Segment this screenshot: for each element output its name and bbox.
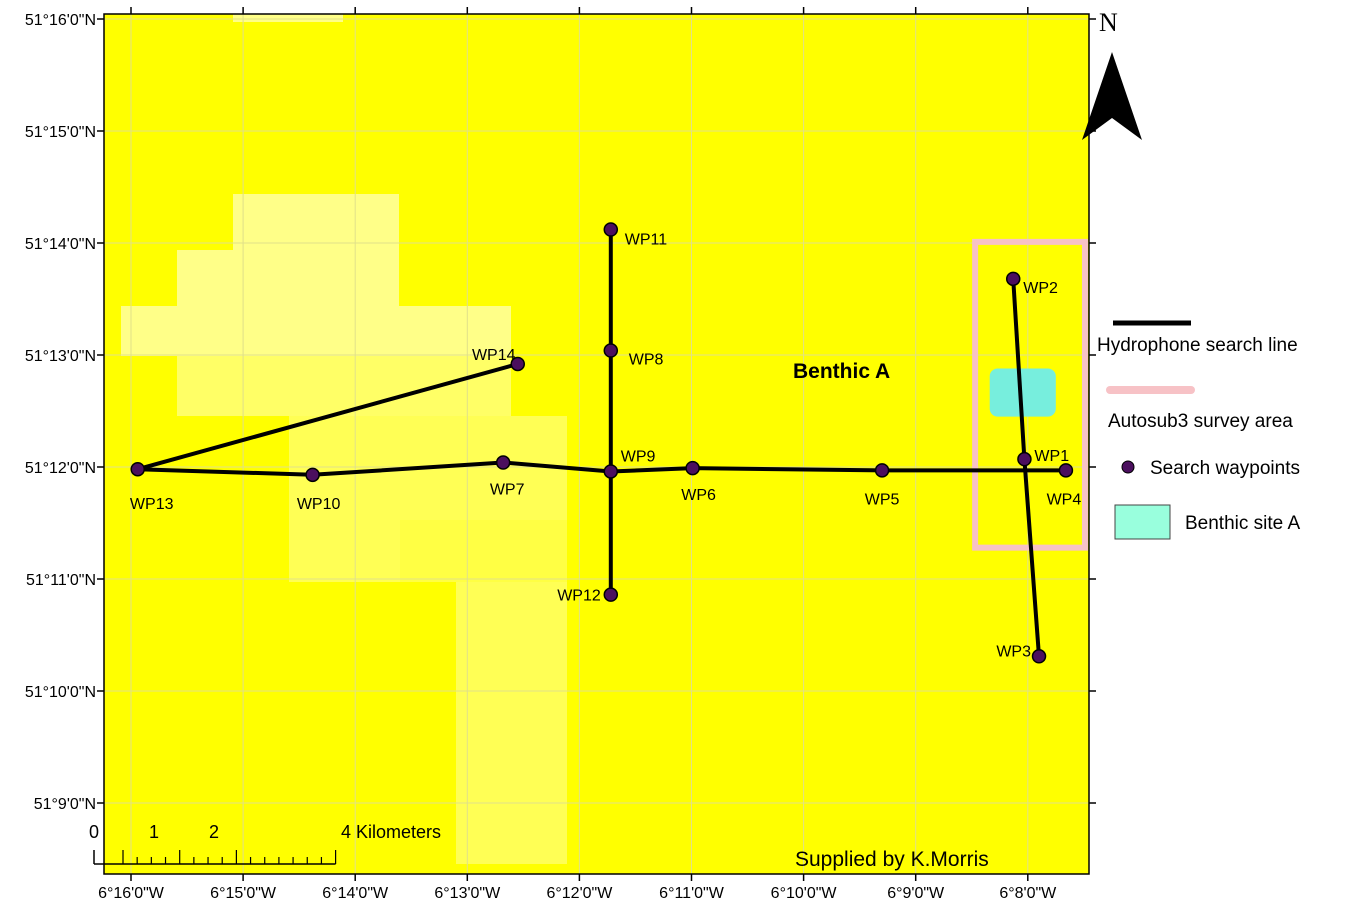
legend-label: Search waypoints bbox=[1150, 458, 1300, 479]
legend-box-symbol bbox=[1114, 504, 1171, 540]
lon-label: 6°12'0"W bbox=[546, 885, 613, 902]
credit-label: Supplied by K.Morris bbox=[795, 848, 989, 871]
waypoint-marker bbox=[603, 464, 619, 479]
waypoint-marker bbox=[1017, 451, 1032, 467]
light-zone bbox=[233, 194, 399, 250]
waypoint-marker bbox=[1058, 463, 1074, 478]
waypoint-label: WP13 bbox=[130, 496, 174, 513]
light-zone bbox=[456, 582, 567, 864]
waypoint-label: WP8 bbox=[629, 352, 664, 369]
lat-label: 51°16'0"N bbox=[25, 12, 96, 29]
waypoint-label: WP12 bbox=[557, 588, 601, 605]
lat-label: 51°12'0"N bbox=[25, 460, 96, 477]
scale-label: 2 bbox=[209, 822, 219, 842]
legend-label: Hydrophone search line bbox=[1097, 335, 1298, 356]
frame-ticks bbox=[97, 7, 1096, 881]
north-arrow-icon bbox=[1082, 52, 1142, 140]
waypoint-marker bbox=[603, 222, 619, 237]
north-label: N bbox=[1099, 8, 1118, 37]
benthic-site-a bbox=[989, 368, 1056, 417]
latitude-labels: 51°16'0"N 51°15'0"N 51°14'0"N 51°13'0"N 51°1… bbox=[25, 12, 96, 813]
scale-label: 4 Kilometers bbox=[341, 822, 441, 842]
waypoint-label: WP14 bbox=[472, 347, 516, 364]
area-label: Benthic A bbox=[793, 360, 890, 383]
light-zone bbox=[121, 306, 511, 356]
light-zone bbox=[233, 14, 343, 22]
lon-label: 6°10'0"W bbox=[771, 885, 838, 902]
waypoint-label: WP2 bbox=[1023, 280, 1058, 297]
light-zone bbox=[400, 520, 567, 582]
map-frame bbox=[103, 13, 1090, 875]
lat-label: 51°13'0"N bbox=[25, 348, 96, 365]
legend-label: Autosub3 survey area bbox=[1108, 411, 1293, 432]
light-zone bbox=[177, 250, 399, 306]
light-zone bbox=[177, 356, 511, 416]
waypoint-marker bbox=[1031, 649, 1047, 664]
legend-label: Benthic site A bbox=[1185, 513, 1300, 534]
waypoint-label: WP11 bbox=[625, 232, 667, 249]
lat-label: 51°10'0"N bbox=[25, 684, 96, 701]
lon-label: 6°16'0"W bbox=[98, 885, 165, 902]
lon-label: 6°11'0"W bbox=[659, 885, 725, 902]
lon-label: 6°14'0"W bbox=[322, 885, 389, 902]
longitude-labels: 6°16'0"W 6°15'0"W 6°14'0"W 6°13'0"W 6°12'0"W… bbox=[98, 885, 1057, 902]
waypoint-label: WP1 bbox=[1034, 448, 1069, 465]
lat-label: 51°14'0"N bbox=[25, 236, 96, 253]
scale-bar: 0 1 2 4 Kilometers bbox=[89, 822, 441, 865]
waypoint-label: WP4 bbox=[1047, 491, 1082, 508]
waypoint-marker bbox=[603, 343, 619, 358]
waypoint-marker bbox=[305, 467, 320, 483]
north-arrow: N bbox=[1082, 8, 1142, 140]
lat-label: 51°15'0"N bbox=[25, 124, 96, 141]
scale-label: 0 bbox=[89, 822, 99, 842]
waypoint-label: WP7 bbox=[490, 482, 525, 499]
waypoint-label: WP10 bbox=[297, 496, 341, 513]
search-waypoints: WP1 WP2 WP3 WP4 WP5 WP6 WP7 WP8 WP9 WP10 WP11 WP12 W… bbox=[130, 222, 1082, 664]
lon-label: 6°15'0"W bbox=[210, 885, 277, 902]
lat-label: 51°9'0"N bbox=[34, 796, 96, 813]
search-line bbox=[137, 362, 519, 472]
legend: Hydrophone search line Autosub3 survey ar… bbox=[1097, 320, 1300, 540]
map-background bbox=[104, 14, 1089, 874]
scale-label: 1 bbox=[149, 822, 159, 842]
lon-label: 6°8'0"W bbox=[999, 885, 1057, 902]
lon-label: 6°13'0"W bbox=[434, 885, 501, 902]
waypoint-marker bbox=[130, 461, 145, 477]
waypoint-marker bbox=[510, 356, 525, 372]
graticule bbox=[104, 14, 1089, 874]
waypoint-marker bbox=[603, 587, 619, 602]
waypoint-marker bbox=[874, 463, 890, 478]
lon-label: 6°9'0"W bbox=[887, 885, 945, 902]
waypoint-label: WP5 bbox=[865, 491, 900, 508]
waypoint-marker bbox=[1005, 271, 1021, 287]
waypoint-marker bbox=[495, 455, 511, 470]
bathymetry-shading bbox=[121, 14, 567, 864]
waypoint-label: WP3 bbox=[996, 643, 1031, 660]
lat-label: 51°11'0"N bbox=[26, 572, 96, 589]
waypoint-label: WP6 bbox=[681, 487, 716, 504]
waypoint-marker bbox=[685, 460, 700, 476]
legend-dot-symbol bbox=[1121, 460, 1135, 474]
waypoint-label: WP9 bbox=[621, 448, 656, 465]
